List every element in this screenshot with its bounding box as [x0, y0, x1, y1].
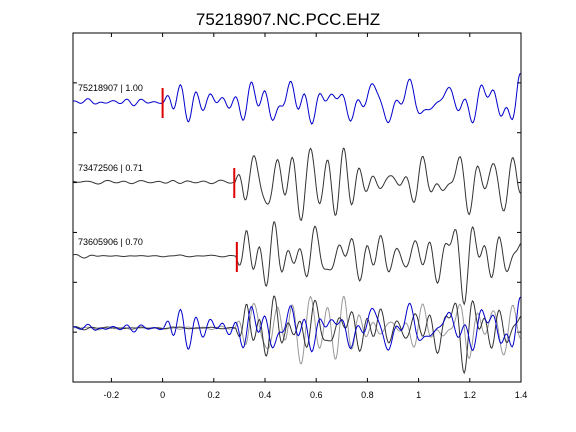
overlay-trace-line	[72, 296, 521, 353]
trace-line	[72, 221, 521, 306]
trace-label: 73605906 | 0.70	[78, 237, 143, 247]
x-tick-label: -0.2	[104, 390, 120, 400]
trace-line	[72, 147, 521, 221]
chart-title: 75218907.NC.PCC.EHZ	[196, 10, 380, 29]
overlay-traces	[72, 295, 521, 375]
trace-labels: 75218907 | 1.00 73472506 | 0.71 73605906 |…	[78, 83, 143, 247]
x-tick-label: 0.4	[259, 390, 272, 400]
x-ticks: -0.2 0 0.2 0.4 0.6 0.8 1 1.2 1.4	[104, 33, 528, 400]
plot-frame	[72, 32, 522, 383]
x-tick-label: 0.8	[361, 390, 374, 400]
trace-label: 75218907 | 1.00	[78, 83, 143, 93]
x-tick-label: 1.2	[464, 390, 477, 400]
x-tick-label: 0	[160, 390, 165, 400]
x-tick-label: 0.2	[208, 390, 221, 400]
x-tick-label: 0.6	[310, 390, 323, 400]
trace-label: 73472506 | 0.71	[78, 163, 143, 173]
traces	[72, 72, 521, 306]
x-tick-label: 1.4	[515, 390, 528, 400]
trace-line	[72, 72, 521, 125]
x-tick-label: 1	[416, 390, 421, 400]
